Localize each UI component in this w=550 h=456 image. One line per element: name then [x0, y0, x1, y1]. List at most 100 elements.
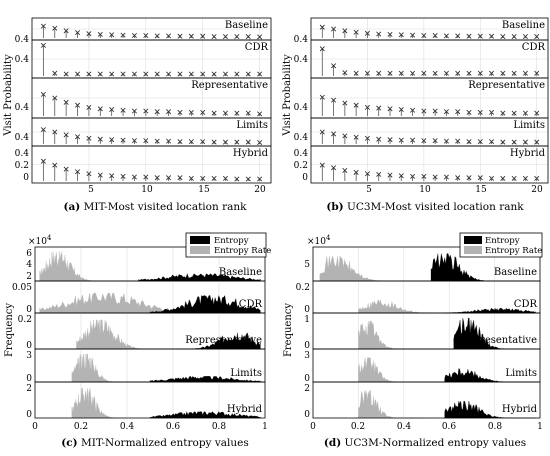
- point-a-baseline-9: [131, 32, 137, 38]
- ytick-b-p1-0.4: 0.4: [294, 35, 309, 45]
- point-b-baseline-7: [387, 31, 393, 37]
- point-a-baseline-3: [63, 28, 69, 34]
- point-b-hybrid-16: [489, 175, 495, 181]
- point-a-cdr-12: [166, 71, 172, 77]
- point-a-representative-14: [188, 109, 194, 115]
- frame-c-hybrid: [34, 381, 266, 419]
- point-b-cdr-9: [410, 70, 416, 76]
- panel-a-cdr: CDR: [31, 39, 272, 79]
- point-a-cdr-19: [245, 71, 251, 77]
- ytick-a-p5-0: 0: [23, 173, 29, 183]
- point-a-limits-9: [131, 138, 137, 144]
- ytick-d-hybrid-0: 0: [304, 410, 310, 420]
- point-a-cdr-13: [177, 71, 183, 77]
- point-b-limits-13: [455, 138, 461, 144]
- point-b-representative-12: [443, 109, 449, 115]
- point-a-baseline-10: [143, 32, 149, 38]
- point-b-hybrid-14: [466, 175, 472, 181]
- point-a-cdr-7: [109, 71, 115, 77]
- point-a-baseline-2: [52, 25, 58, 31]
- panel-a-hybrid: Hybrid: [31, 145, 272, 184]
- panel-a-baseline: Baseline: [31, 17, 272, 41]
- point-a-cdr-15: [200, 71, 206, 77]
- panel-a-limits: Limits: [31, 117, 272, 147]
- point-a-cdr-2: [52, 70, 58, 76]
- point-b-hybrid-2: [331, 165, 337, 171]
- point-b-cdr-8: [398, 70, 404, 76]
- point-b-limits-18: [511, 139, 517, 145]
- xtick-a-5: 5: [88, 185, 94, 195]
- point-a-baseline-19: [245, 34, 251, 40]
- entropy-rate-area-d-cdr: [358, 299, 438, 314]
- point-a-representative-13: [177, 109, 183, 115]
- point-a-baseline-1: [40, 23, 46, 29]
- chart-c: 246Baseline00.05CDR00.2Representative03L…: [12, 246, 266, 420]
- point-a-hybrid-14: [188, 175, 194, 181]
- point-a-hybrid-11: [154, 175, 160, 181]
- entropy-rate-area-c-hybrid: [71, 388, 118, 419]
- point-a-baseline-17: [222, 34, 228, 40]
- point-a-hybrid-18: [234, 176, 240, 182]
- point-a-baseline-16: [211, 34, 217, 40]
- point-b-baseline-19: [522, 34, 528, 40]
- point-a-hybrid-19: [245, 176, 251, 182]
- panel-label-d-representative: Representative: [460, 335, 537, 346]
- figure-c-caption: (c) MIT-Normalized entropy values: [61, 437, 249, 449]
- panel-b-limits: Limits: [310, 117, 549, 147]
- point-a-cdr-5: [86, 71, 92, 77]
- figure-d-legend-entropy-rate: Entropy Rate: [485, 246, 542, 256]
- point-a-baseline-11: [154, 33, 160, 39]
- panel-label-a-limits: Limits: [236, 120, 268, 131]
- point-b-cdr-16: [489, 70, 495, 76]
- point-b-hybrid-18: [511, 175, 517, 181]
- point-b-limits-15: [477, 139, 483, 145]
- point-a-limits-17: [222, 139, 228, 145]
- point-a-hybrid-10: [143, 174, 149, 180]
- xtick-d-0.4: 0.4: [397, 422, 412, 432]
- panel-label-c-baseline: Baseline: [219, 267, 262, 278]
- entropy-area-c-baseline: [138, 273, 261, 282]
- point-a-cdr-10: [143, 71, 149, 77]
- point-b-baseline-4: [353, 29, 359, 35]
- point-b-limits-8: [398, 137, 404, 143]
- point-b-representative-19: [522, 110, 528, 116]
- point-b-limits-1: [319, 129, 325, 135]
- point-a-limits-1: [40, 127, 46, 133]
- xtick-c-0.8: 0.8: [212, 422, 227, 432]
- point-b-hybrid-6: [376, 171, 382, 177]
- figure-d-legend-swatch-entropy: [464, 236, 482, 244]
- panel-b-representative: Representative: [310, 77, 549, 119]
- point-b-cdr-1: [319, 46, 325, 52]
- figure-c-caption-text: MIT-Normalized entropy values: [81, 437, 249, 449]
- entropy-area-c-limits: [149, 376, 261, 383]
- ytick-b-p5-0.4: 0.4: [294, 149, 309, 159]
- ytick-c-hybrid-0: 0: [26, 410, 32, 420]
- ytick-b-p3-0.4: 0.4: [294, 103, 309, 113]
- ytick-d-baseline-5: 5: [304, 260, 310, 270]
- point-b-cdr-2: [331, 63, 337, 69]
- panel-b-cdr: CDR: [310, 39, 549, 79]
- panel-label-d-limits: Limits: [505, 368, 537, 379]
- point-a-hybrid-13: [177, 175, 183, 181]
- figure-b-xticks: 5 10 15 20: [366, 185, 543, 195]
- point-a-limits-14: [188, 139, 194, 145]
- point-a-cdr-11: [154, 71, 160, 77]
- point-b-cdr-5: [364, 70, 370, 76]
- point-a-limits-7: [109, 137, 115, 143]
- point-b-baseline-5: [364, 30, 370, 36]
- point-a-representative-9: [131, 108, 137, 114]
- point-b-baseline-10: [421, 32, 427, 38]
- point-a-baseline-13: [177, 33, 183, 39]
- ytick-d-hybrid-2: 2: [304, 384, 310, 394]
- point-a-cdr-18: [234, 71, 240, 77]
- point-b-cdr-18: [511, 70, 517, 76]
- point-b-cdr-14: [466, 70, 472, 76]
- point-b-representative-7: [387, 106, 393, 112]
- point-a-cdr-3: [63, 71, 69, 77]
- xtick-d-0.8: 0.8: [488, 422, 503, 432]
- point-a-limits-12: [166, 138, 172, 144]
- point-b-limits-14: [466, 139, 472, 145]
- figure-b-caption-label: (b): [326, 201, 343, 213]
- point-a-cdr-17: [222, 71, 228, 77]
- point-b-limits-12: [443, 138, 449, 144]
